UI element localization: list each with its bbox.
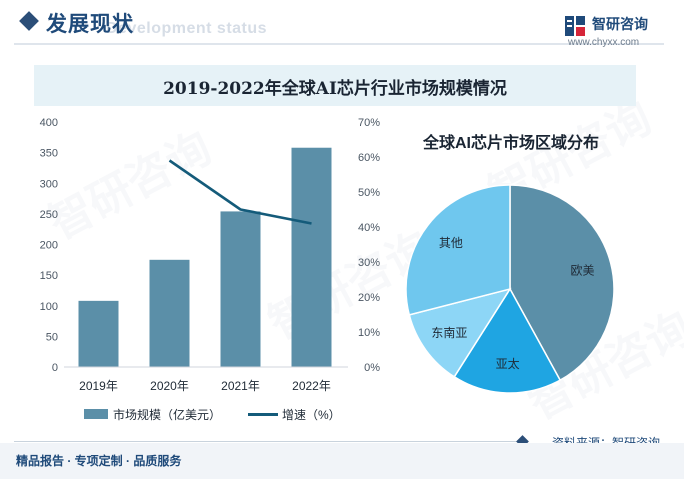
pie-slice — [509, 184, 615, 382]
y-right-tick-label: 40% — [358, 222, 380, 234]
y-left-tick-label: 250 — [40, 209, 58, 221]
y-left-tick-label: 400 — [40, 117, 58, 129]
legend-swatch-line — [248, 413, 278, 416]
pie-slice-label: 其他 — [439, 236, 463, 250]
x-tick-label: 2019年 — [79, 379, 118, 393]
legend-swatch-bar — [84, 409, 108, 419]
page-footer: 精品报告 · 专项定制 · 品质服务 — [0, 443, 684, 479]
y-right-tick-label: 70% — [358, 117, 380, 129]
pie-slice — [408, 287, 512, 378]
bar — [78, 300, 119, 367]
pie-slice — [453, 287, 562, 394]
pie-slice — [405, 184, 511, 316]
source-divider — [14, 441, 524, 442]
y-right-tick-label: 50% — [358, 187, 380, 199]
brand-mark-icon — [565, 16, 585, 36]
footer-slogan: 精品报告 · 专项定制 · 品质服务 — [16, 454, 182, 468]
brand-logo: 智研咨询 www.chyxx.com — [556, 12, 676, 48]
y-left-tick-label: 100 — [40, 301, 58, 313]
bar — [291, 147, 332, 367]
pie-chart-title: 全球AI芯片市场区域分布 — [422, 135, 599, 152]
header-divider — [14, 43, 664, 45]
y-right-tick-label: 0% — [364, 362, 380, 374]
y-right-tick-label: 60% — [358, 152, 380, 164]
legend-label-bar: 市场规模（亿美元） — [113, 408, 222, 422]
header-subtitle: Development status — [106, 20, 268, 37]
x-tick-label: 2021年 — [221, 379, 260, 393]
pie-slice-label: 东南亚 — [431, 325, 467, 340]
brand-url[interactable]: www.chyxx.com — [568, 37, 640, 48]
y-left-tick-label: 300 — [40, 178, 58, 190]
y-left-tick-label: 150 — [40, 270, 58, 282]
y-right-tick-label: 10% — [358, 327, 380, 339]
y-right-tick-label: 30% — [358, 257, 380, 269]
page-header: Development status 发展现状 智研咨询 www.chyxx.c… — [0, 0, 684, 62]
bar-line-chart: 0 50 100 150 200 250 300 350 400 0% 10% 20% 30% 40% 50… — [40, 117, 381, 393]
brand-name: 智研咨询 — [592, 16, 648, 32]
y-left-tick-label: 200 — [40, 240, 58, 252]
y-left-tick-label: 50 — [46, 331, 58, 343]
y-left-tick-label: 0 — [52, 362, 58, 374]
x-tick-label: 2020年 — [150, 379, 189, 393]
x-tick-label: 2022年 — [292, 379, 331, 393]
y-left-tick-label: 350 — [40, 148, 58, 160]
y-right-tick-label: 20% — [358, 292, 380, 304]
legend-label-line: 增速（%） — [282, 408, 341, 422]
bar — [220, 211, 261, 367]
pie-slice-label: 欧美 — [571, 263, 595, 277]
chart-title: 2019-2022年全球AI芯片行业市场规模情况 — [163, 79, 507, 99]
pie-slice-label: 亚太 — [496, 356, 520, 371]
chart-title-band — [34, 65, 636, 106]
page-title: 发展现状 — [46, 13, 134, 36]
bar — [149, 259, 190, 367]
